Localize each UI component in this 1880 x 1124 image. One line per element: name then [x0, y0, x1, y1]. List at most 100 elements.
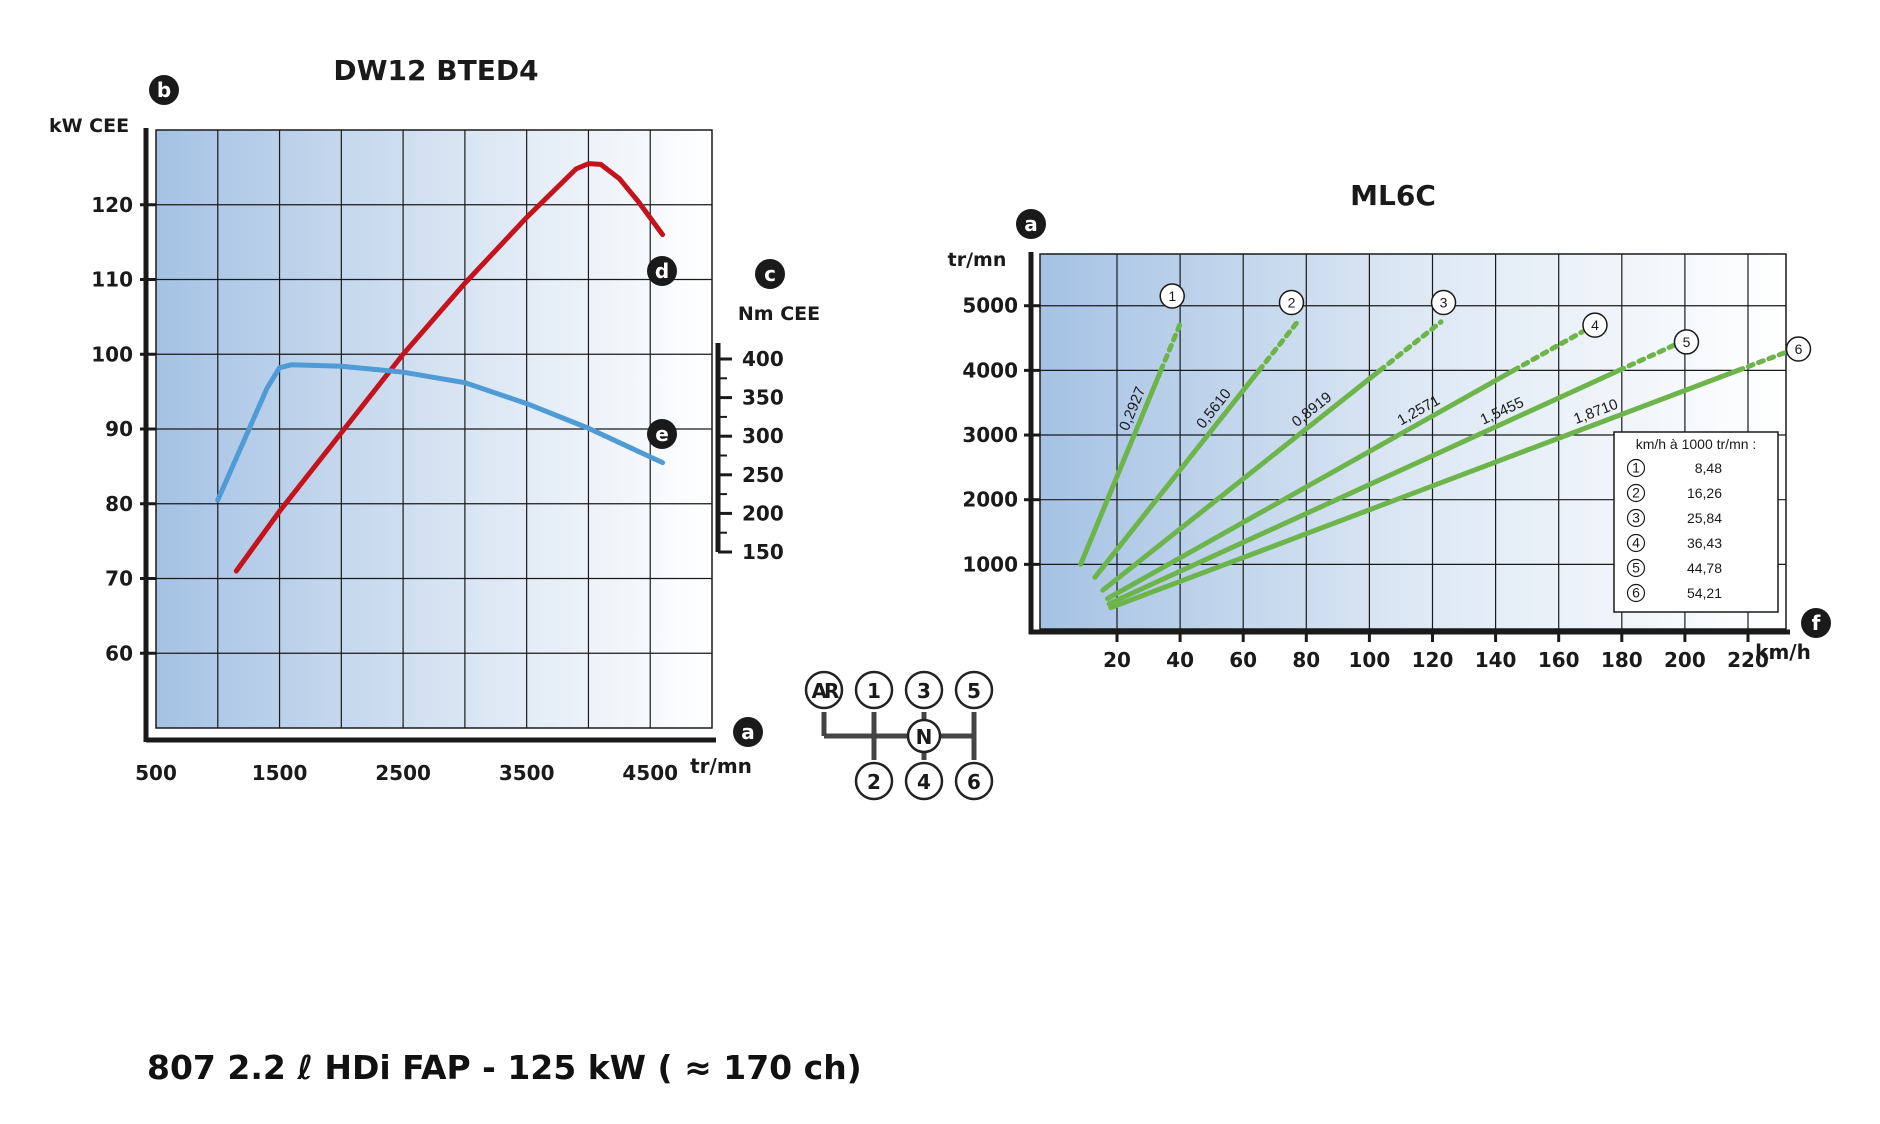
gear-6-badge — [1785, 336, 1812, 362]
rpm-tick-label: 1500 — [252, 761, 308, 785]
gear-6-badge-label: 6 — [1795, 341, 1803, 357]
torque-tick-label: 150 — [742, 540, 784, 564]
gearbox-grid-border — [1039, 253, 1787, 630]
gearbox-y-marker: a — [1016, 209, 1046, 239]
table-speed-value: 8,48 — [1695, 460, 1722, 476]
table-gear-number: 2 — [1632, 485, 1640, 501]
power-tick-label: 80 — [105, 492, 133, 516]
shift-gear-5 — [954, 670, 994, 710]
torque-tick-label: 250 — [742, 463, 784, 487]
gear-4-solid-line — [1105, 367, 1517, 602]
torque-axis-marker: c — [755, 259, 785, 289]
torque-tick-label: 300 — [742, 424, 784, 448]
rpm-tick-label: 2500 — [375, 761, 431, 785]
rpm-axis-marker: a — [733, 717, 763, 747]
series-e-marker-label: e — [655, 422, 669, 446]
power-tick-label: 100 — [91, 342, 133, 366]
series-d-marker-dot — [647, 256, 677, 286]
table-speed-value: 36,43 — [1687, 535, 1722, 551]
gearbox-x-tick-label: 120 — [1412, 648, 1454, 672]
gearbox-y-tick-label: 3000 — [962, 423, 1018, 447]
series-d-marker: d — [647, 256, 677, 286]
shift-gear-4-label: 4 — [917, 770, 931, 794]
rpm-tick-label: 3500 — [499, 761, 555, 785]
table-gear-circle — [1626, 558, 1646, 578]
svg-text:f: f — [1812, 611, 1821, 635]
series-e-marker-dot — [647, 419, 677, 449]
gearbox-x-tick-label: 100 — [1349, 648, 1391, 672]
gear-4-badge — [1582, 312, 1608, 338]
gear-1-solid-line — [1078, 367, 1164, 567]
gearbox-y-label: tr/mn — [948, 249, 1007, 271]
gearbox-x-tick-label: 20 — [1103, 648, 1131, 672]
speed-table-header: km/h à 1000 tr/mn : — [1636, 436, 1757, 452]
gear-6-dotted-line — [1735, 348, 1793, 373]
gearbox-y-tick-label: 5000 — [962, 294, 1018, 318]
gear-2-solid-line — [1092, 367, 1262, 580]
gearbox-x-tick-label: 200 — [1664, 648, 1706, 672]
gearbox-x-tick-label: 60 — [1229, 648, 1257, 672]
gear-3-badge-label: 3 — [1440, 294, 1448, 310]
gear-6-solid-line — [1108, 367, 1741, 611]
svg-text:b: b — [157, 78, 171, 102]
torque-tick-label: 200 — [742, 501, 784, 525]
gearbox-x-marker: f — [1801, 608, 1831, 638]
table-speed-value: 16,26 — [1687, 485, 1722, 501]
gear-5-badge — [1673, 329, 1700, 355]
shift-gear-AR — [804, 670, 844, 710]
gearbox-x-tick-label: 140 — [1475, 648, 1517, 672]
power-tick-label: 90 — [105, 417, 133, 441]
power-tick-label: 70 — [105, 567, 133, 591]
gear-3-badge — [1430, 289, 1457, 316]
gear-2-badge-label: 2 — [1288, 294, 1296, 310]
shift-gear-6 — [954, 761, 994, 801]
gearbox-y-tick-label: 1000 — [962, 552, 1018, 576]
gear-2-badge — [1278, 289, 1305, 316]
gearbox-x-tick-label: 220 — [1727, 648, 1769, 672]
table-gear-number: 5 — [1632, 560, 1640, 576]
table-speed-value: 44,78 — [1687, 560, 1722, 576]
power-tick-label: 60 — [105, 641, 133, 665]
table-speed-value: 25,84 — [1687, 510, 1722, 526]
gear-3-dotted-line — [1377, 319, 1444, 373]
gear-4-badge-label: 4 — [1591, 317, 1599, 333]
table-gear-circle — [1626, 483, 1646, 503]
shift-gear-3-label: 3 — [917, 679, 931, 703]
gear-3-solid-line — [1100, 367, 1383, 593]
shift-gear-6-label: 6 — [967, 770, 981, 794]
table-speed-value: 54,21 — [1687, 585, 1722, 601]
gearbox-x-label: km/h — [1755, 640, 1811, 664]
gearbox-y-tick-label: 2000 — [962, 488, 1018, 512]
gear-5-solid-line — [1106, 367, 1622, 607]
power-tick-label: 120 — [91, 193, 133, 217]
gearbox-y-tick-label: 4000 — [962, 358, 1018, 382]
power-axis-marker: b — [149, 75, 179, 105]
engine-ticks: 60 70 80 90 100 110 120 500 1500 2500 3500 4500 150 2… — [91, 193, 784, 785]
shift-gear-3 — [904, 670, 944, 710]
rpm-tick-label: 4500 — [622, 761, 678, 785]
torque-tick-label: 350 — [742, 386, 784, 410]
footer-caption: 807 2.2 ℓ HDi FAP - 125 kW ( ≈ 170 ch) — [147, 1048, 862, 1087]
rpm-axis-label: tr/mn — [690, 754, 752, 778]
series-e-marker: e — [647, 419, 677, 449]
engine-chart-title: DW12 BTED4 — [333, 54, 538, 87]
table-gear-number: 1 — [1632, 460, 1640, 476]
table-gear-number: 6 — [1632, 585, 1640, 601]
gear-1-badge-label: 1 — [1168, 288, 1176, 304]
power-tick-label: 110 — [91, 268, 133, 292]
gear-2-dotted-line — [1256, 319, 1300, 373]
power-axis-label: kW CEE — [49, 115, 129, 137]
gearbox-x-tick-label: 160 — [1538, 648, 1580, 672]
series-d-line — [233, 161, 666, 574]
shift-gear-1 — [854, 670, 894, 710]
svg-text:a: a — [741, 720, 755, 744]
svg-text:c: c — [764, 262, 776, 286]
gear-1-badge — [1159, 283, 1185, 309]
gearbox-chart-title: ML6C — [1350, 179, 1436, 212]
series-e-line — [215, 362, 666, 503]
gearbox-x-tick-label: 40 — [1166, 648, 1194, 672]
torque-axis-label: Nm CEE — [738, 303, 820, 325]
shift-neutral-label: N — [916, 725, 933, 749]
table-gear-circle — [1626, 458, 1646, 478]
